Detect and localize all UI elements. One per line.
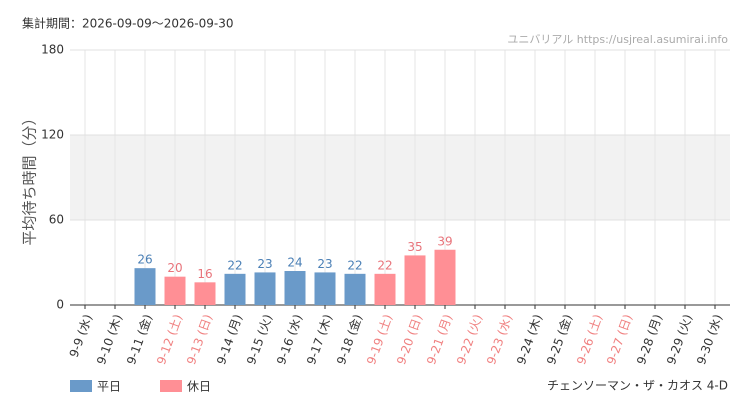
- value-label: 24: [287, 256, 302, 270]
- legend-swatch: [160, 380, 182, 392]
- attraction-name: チェンソーマン・ザ・カオス 4-D: [547, 379, 728, 393]
- x-tick-label: 9-19 (土): [364, 312, 395, 366]
- x-tick-label: 9-17 (木): [304, 312, 335, 366]
- x-tick-label: 9-11 (金): [123, 312, 155, 366]
- x-tick-label: 9-10 (木): [94, 312, 125, 366]
- legend-label: 平日: [97, 380, 121, 394]
- value-label: 35: [407, 240, 422, 254]
- bar: [374, 273, 396, 305]
- y-tick-label: 0: [56, 298, 64, 312]
- source: ユニバリアル https://usjreal.asumirai.info: [507, 33, 728, 46]
- bar: [254, 272, 276, 305]
- x-tick-label: 9-25 (金): [543, 312, 575, 366]
- x-tick-label: 9-30 (水): [694, 312, 725, 366]
- bar: [164, 276, 186, 305]
- x-tick-label: 9-28 (月): [634, 312, 665, 366]
- y-tick-label: 60: [49, 213, 64, 227]
- x-tick-label: 9-20 (日): [394, 312, 425, 366]
- value-label: 23: [317, 257, 332, 271]
- bar: [434, 249, 456, 305]
- bar: [284, 271, 306, 305]
- bar: [344, 273, 366, 305]
- x-tick-label: 9-15 (火): [244, 312, 275, 366]
- bar: [224, 273, 246, 305]
- legend-label: 休日: [187, 380, 211, 394]
- value-label: 22: [347, 258, 362, 272]
- value-label: 22: [377, 258, 392, 272]
- x-tick-label: 9-18 (金): [333, 312, 365, 366]
- x-tick-label: 9-29 (火): [664, 312, 695, 366]
- x-tick-label: 9-21 (月): [424, 312, 455, 366]
- bar: [194, 282, 216, 305]
- x-tick-label: 9-23 (水): [484, 312, 515, 366]
- chart-subtitle: 集計期間：2026-09-09〜2026-09-30: [22, 16, 233, 31]
- value-label: 20: [167, 261, 182, 275]
- shaded-band: [70, 135, 730, 220]
- x-tick-label: 9-26 (土): [574, 312, 605, 366]
- x-tick-label: 9-12 (土): [154, 312, 185, 366]
- value-label: 23: [257, 257, 272, 271]
- value-label: 26: [137, 253, 152, 267]
- x-tick-label: 9-22 (火): [454, 312, 485, 366]
- value-label: 22: [227, 258, 242, 272]
- y-axis-label: 平均待ち時間（分）: [21, 110, 39, 245]
- legend-swatch: [70, 380, 92, 392]
- value-label: 39: [437, 234, 452, 248]
- y-tick-label: 120: [41, 128, 64, 142]
- bar: [314, 272, 336, 305]
- x-tick-label: 9-14 (月): [214, 312, 245, 366]
- value-label: 16: [197, 267, 212, 281]
- bar: [134, 268, 156, 305]
- y-tick-label: 180: [41, 43, 64, 57]
- x-tick-label: 9-27 (日): [604, 312, 635, 366]
- x-tick-label: 9-16 (水): [274, 312, 305, 366]
- x-tick-label: 9-13 (日): [184, 312, 215, 366]
- bar: [404, 255, 426, 305]
- x-tick-label: 9-9 (水): [67, 312, 95, 359]
- x-tick-label: 9-24 (木): [514, 312, 545, 366]
